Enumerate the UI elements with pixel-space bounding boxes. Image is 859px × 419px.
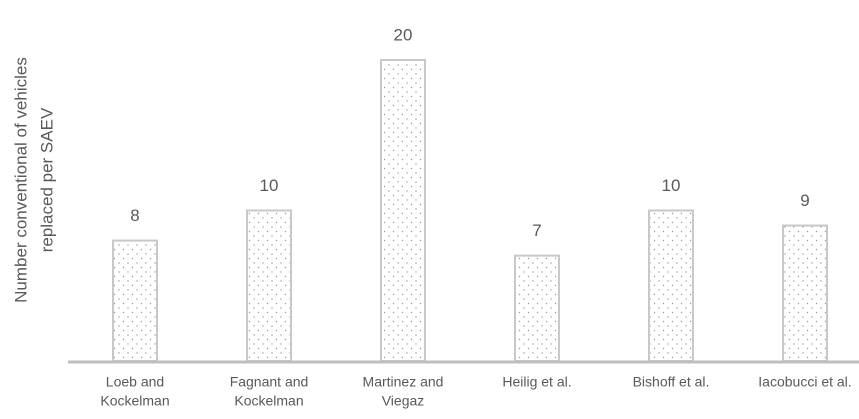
- value-label: 10: [260, 176, 279, 195]
- value-label: 9: [800, 191, 809, 210]
- value-label: 10: [662, 176, 681, 195]
- value-label: 20: [394, 25, 413, 44]
- y-axis-title-line: Number conventional of vehicles: [11, 57, 30, 303]
- bar: [648, 209, 694, 362]
- x-tick-label: Bishoff et al.: [633, 374, 710, 390]
- bar: [112, 239, 158, 363]
- value-label: 7: [532, 221, 541, 240]
- x-tick-label: Kockelman: [234, 393, 303, 409]
- bar: [514, 254, 560, 362]
- x-tick-label: Loeb and: [106, 374, 164, 390]
- y-axis-title-line: replaced per SAEV: [37, 107, 56, 252]
- x-tick-label: Fagnant and: [230, 374, 309, 390]
- value-label: 8: [130, 206, 139, 225]
- x-tick-label: Heilig et al.: [502, 374, 571, 390]
- x-tick-label: Martinez and: [363, 374, 444, 390]
- bar: [380, 59, 426, 362]
- y-axis-title: Number conventional of vehicles replaced…: [11, 57, 56, 303]
- bar: [246, 209, 292, 362]
- x-tick-label: Kockelman: [100, 393, 169, 409]
- x-tick-label: Iacobucci et al.: [758, 374, 851, 390]
- x-tick-label: Viegaz: [382, 393, 425, 409]
- bar: [782, 224, 828, 362]
